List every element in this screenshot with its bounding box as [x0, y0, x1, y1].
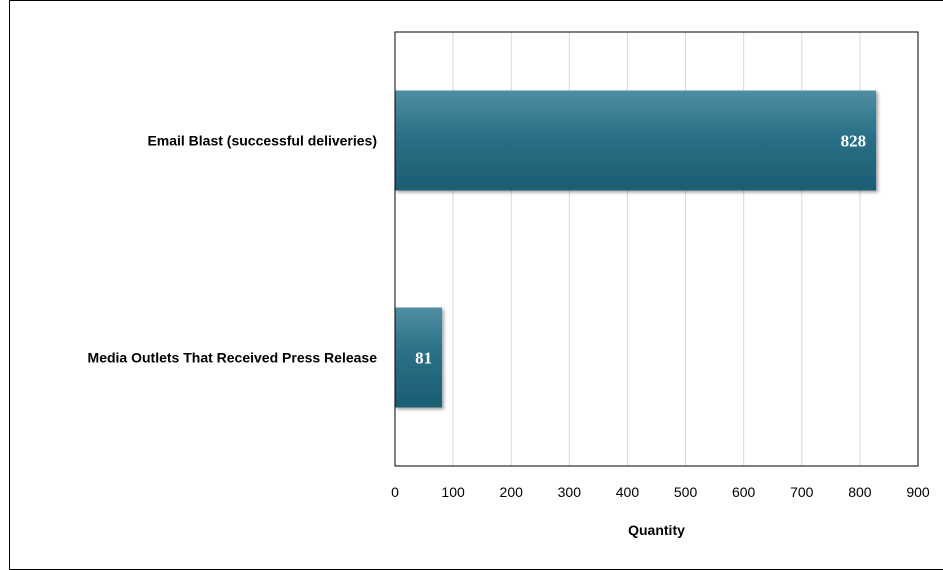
- x-tick-label: 300: [558, 484, 582, 500]
- x-tick-label: 500: [674, 484, 698, 500]
- x-tick-label: 700: [790, 484, 814, 500]
- axes: [394, 31, 919, 467]
- x-tick-label: 400: [616, 484, 640, 500]
- x-axis-title: Quantity: [628, 522, 685, 538]
- x-tick-label: 900: [906, 484, 930, 500]
- bar-chart: 0 100 200 300 400 500 600 700 800 900 Email Blast …: [88, 31, 930, 538]
- x-tick-label: 100: [441, 484, 465, 500]
- x-tick-label: 600: [732, 484, 756, 500]
- labels: 0 100 200 300 400 500 600 700 800 900 Email Blast …: [88, 132, 930, 501]
- plot-area-border: [394, 31, 919, 467]
- category-label: Media Outlets That Received Press Releas…: [88, 350, 378, 366]
- x-tick-label: 0: [391, 484, 399, 500]
- x-tick-label: 200: [500, 484, 524, 500]
- bar: [395, 90, 877, 191]
- data-label: 81: [415, 349, 432, 368]
- bars: [395, 90, 877, 408]
- bar: [395, 307, 443, 408]
- data-label: 828: [841, 132, 867, 151]
- category-label: Email Blast (successful deliveries): [147, 133, 377, 149]
- x-tick-label: 800: [848, 484, 872, 500]
